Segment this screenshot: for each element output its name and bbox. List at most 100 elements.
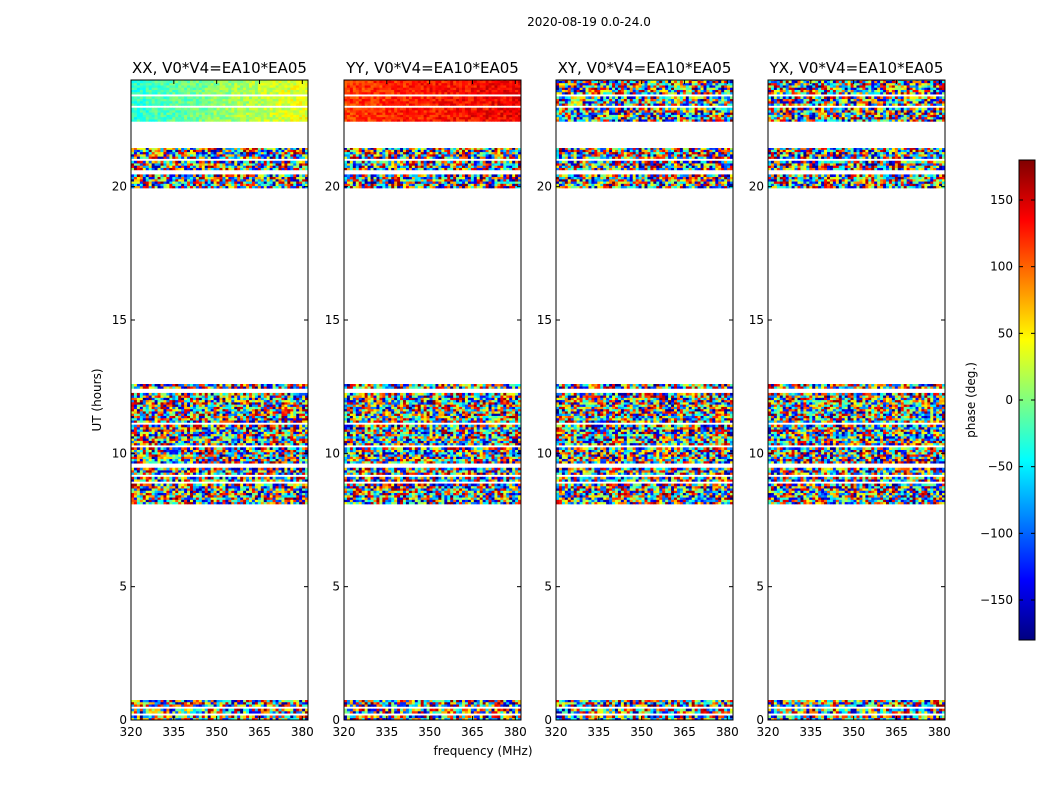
heatmap-cell [172,470,176,473]
heatmap-cell [213,433,217,437]
heatmap-cell [169,442,173,446]
heatmap-cell [195,710,200,714]
heatmap-cell [142,415,147,419]
heatmap-cell [187,404,191,407]
heatmap-cell [287,429,291,432]
heatmap-cell [201,429,206,432]
heatmap-cell [160,715,164,719]
heatmap-cell [190,100,194,104]
heatmap-cell [225,185,229,189]
heatmap-cell [163,107,167,111]
heatmap-cell [260,449,265,453]
heatmap-cell [160,431,164,435]
heatmap-cell [225,96,229,100]
heatmap-cell [207,384,211,387]
heatmap-cell [133,395,138,398]
heatmap-cell [142,384,147,387]
heatmap-cell [151,392,155,396]
heatmap-cell [151,411,155,414]
heatmap-cell [299,413,303,416]
heatmap-cell [216,408,220,412]
heatmap-cell [207,163,211,166]
heatmap-cell [257,431,262,435]
heatmap-cell [266,160,270,164]
heatmap-cell [281,470,285,473]
heatmap-cell [275,417,279,421]
heatmap-cell [160,460,164,464]
heatmap-cell [151,447,155,450]
heatmap-cell [184,710,188,714]
heatmap-cell [192,417,197,421]
heatmap-cell [210,451,214,455]
heatmap-cell [228,114,232,118]
heatmap-cell [246,438,250,441]
heatmap-cell [198,501,203,505]
heatmap-cell [178,715,182,719]
heatmap-cell [225,415,229,419]
heatmap-cell [142,442,147,446]
heatmap-cell [184,433,188,437]
heatmap-cell [266,708,270,712]
heatmap-cell [192,488,197,491]
heatmap-cell [181,479,185,482]
heatmap-cell [139,96,144,100]
heatmap-cell [184,447,188,450]
heatmap-cell [192,386,197,389]
heatmap-cell [157,454,161,457]
heatmap-cell [281,384,285,387]
heatmap-cell [145,424,150,428]
heatmap-cell [151,420,155,423]
heatmap-cell [157,154,161,157]
heatmap-cell [305,107,308,111]
heatmap-cell [296,402,300,405]
heatmap-cell [151,426,155,430]
heatmap-cell [281,449,285,453]
heatmap-cell [293,411,297,414]
heatmap-cell [151,438,155,441]
heatmap-cell [148,174,152,178]
heatmap-cell [172,424,176,428]
heatmap-cell [142,178,147,182]
heatmap-cell [284,116,288,120]
heatmap-cell [281,167,285,171]
heatmap-cell [192,100,197,104]
heatmap-cell [293,440,297,444]
heatmap-cell [175,80,179,84]
heatmap-cell [148,402,152,405]
heatmap-cell [272,436,276,439]
heatmap-cell [169,80,173,84]
heatmap-cell [299,119,303,122]
heatmap-cell [254,715,259,719]
heatmap-cell [272,701,276,705]
heatmap-cell [160,440,164,444]
heatmap-cell [290,417,294,421]
heatmap-cell [234,426,238,430]
heatmap-cell [190,497,194,500]
heatmap-cell [166,119,170,122]
heatmap-cell [151,386,155,389]
heatmap-cell [181,103,185,106]
heatmap-cell [151,399,155,403]
heatmap-cell [243,701,247,705]
heatmap-cell [154,420,158,423]
heatmap-cell [290,490,294,494]
heatmap-cell [299,116,303,120]
heatmap-cell [231,499,235,503]
heatmap-cell [272,181,276,184]
heatmap-cell [216,501,220,505]
heatmap-cell [163,476,167,480]
heatmap-cell [251,89,256,93]
heatmap-cell [190,467,194,471]
heatmap-cell [207,119,211,122]
heatmap-cell [246,87,250,90]
heatmap-cell [192,119,197,122]
heatmap-cell [195,715,200,719]
heatmap-cell [299,82,303,86]
heatmap-cell [192,408,197,412]
heatmap-cell [210,151,214,155]
heatmap-cell [240,404,244,407]
heatmap-cell [299,708,303,712]
heatmap-cell [225,397,229,401]
heatmap-cell [284,181,288,184]
heatmap-cell [169,420,173,423]
